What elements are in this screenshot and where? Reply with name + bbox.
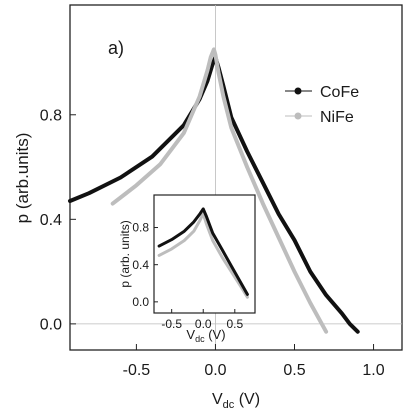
legend-item-nife: NiFe [285,109,354,126]
main-y-tick-label: 0.4 [40,212,62,229]
main-x-axis-title-sub: dc [223,399,235,411]
main-plot: -0.5 0.0 0.5 1.0 0.0 0.4 0.8 a) CoFe NiFe p (… [13,4,403,411]
inset-x-axis-title-unit: (V) [205,327,226,342]
inset-x-tick-label: 0.0 [195,317,212,331]
main-y-axis: 0.0 0.4 0.8 [40,107,76,333]
inset-series-line-1 [157,207,249,296]
main-x-tick-label: 0.0 [204,362,226,379]
main-y-axis-title: p (arb.units) [13,133,32,224]
legend: CoFe NiFe [285,84,359,126]
inset-x-tick-label: -0.5 [161,317,182,331]
main-y-tick-label: 0.0 [40,316,62,333]
main-series-line-0 [68,55,360,334]
legend-label-nife: NiFe [320,109,354,126]
main-series-line-1 [110,47,329,334]
inset-x-axis: -0.5 0.0 0.5 [161,309,243,331]
main-x-tick-label: 0.5 [283,362,305,379]
inset-y-tick-label: 0.8 [132,221,149,235]
main-series [68,47,360,334]
inset-x-tick-label: 0.5 [226,317,243,331]
main-x-axis-title-unit: (V) [234,391,260,408]
inset-x-axis-title-sub: dc [195,334,205,344]
inset-y-axis-title: p (arb. units) [118,220,132,287]
inset-y-tick-label: 0.0 [132,295,149,309]
inset-x-axis-title: Vdc (V) [186,327,225,344]
inset-plot: -0.5 0.0 0.5 0.0 0.4 0.8 p (arb. units) Vdc … [118,194,256,344]
inset-series [157,207,249,299]
main-x-tick-label: 1.0 [362,362,384,379]
main-x-axis: -0.5 0.0 0.5 1.0 [123,344,385,379]
legend-swatch-marker-nife [294,112,302,120]
inset-series-line-0 [157,212,249,299]
main-y-tick-label: 0.8 [40,107,62,124]
inset-x-axis-title-v: V [186,327,195,342]
legend-swatch-marker-cofe [294,87,302,95]
main-x-axis-title: Vdc (V) [212,391,260,411]
main-x-tick-label: -0.5 [123,362,151,379]
legend-label-cofe: CoFe [320,84,359,101]
panel-label: a) [108,38,124,58]
legend-item-cofe: CoFe [285,84,359,101]
inset-y-tick-label: 0.4 [132,258,149,272]
inset-y-axis: 0.0 0.4 0.8 [132,221,158,309]
main-x-axis-title-v: V [212,391,223,408]
main-plot-frame [69,4,403,351]
